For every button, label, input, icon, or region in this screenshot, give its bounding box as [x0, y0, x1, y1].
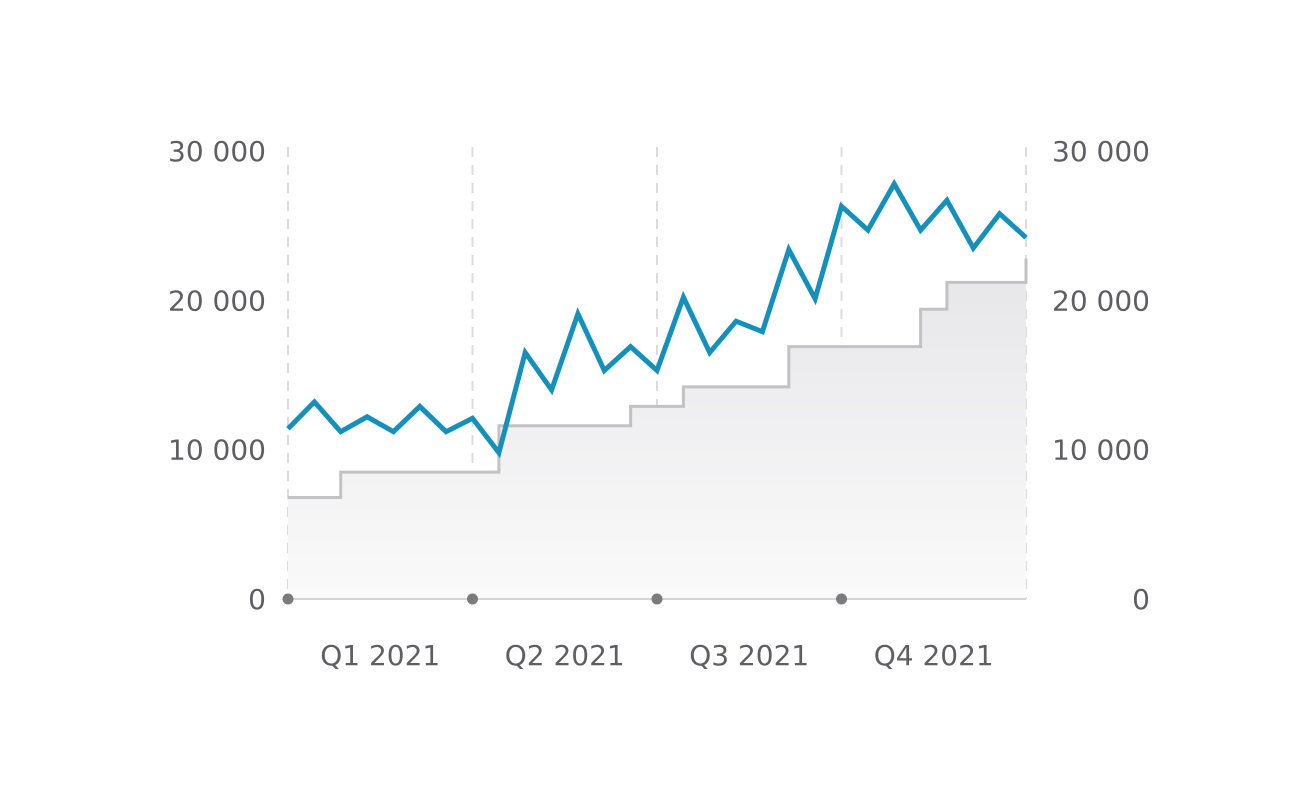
axis-layer: Q1 2021 Q2 2021 Q3 2021 Q4 2021 0 0 10 000 10 0…	[168, 135, 1150, 672]
quarter-marker-dot	[651, 593, 663, 605]
y-tick-label-right: 10 000	[1052, 434, 1150, 467]
step-area-fill	[288, 258, 1026, 599]
y-tick-label-right: 30 000	[1052, 135, 1150, 168]
y-tick-label-left: 30 000	[168, 135, 266, 168]
lines-layer	[286, 178, 1028, 499]
y-tick-label-left: 0	[248, 583, 266, 616]
quarter-marker-dot	[836, 593, 847, 605]
area-layer	[288, 258, 1026, 599]
x-tick-label: Q2 2021	[505, 639, 625, 672]
y-tick-label-right: 0	[1132, 583, 1150, 616]
main-series-line	[286, 178, 1028, 459]
y-tick-label-left: 10 000	[168, 434, 266, 467]
y-tick-label-left: 20 000	[168, 284, 266, 317]
x-tick-label: Q4 2021	[874, 639, 994, 672]
quarter-marker-dot	[467, 593, 478, 605]
y-tick-label-right: 20 000	[1052, 284, 1150, 317]
step-line	[288, 258, 1028, 499]
quarter-marker-dot	[282, 593, 294, 605]
x-tick-label: Q1 2021	[320, 639, 440, 672]
x-tick-label: Q3 2021	[689, 639, 809, 672]
